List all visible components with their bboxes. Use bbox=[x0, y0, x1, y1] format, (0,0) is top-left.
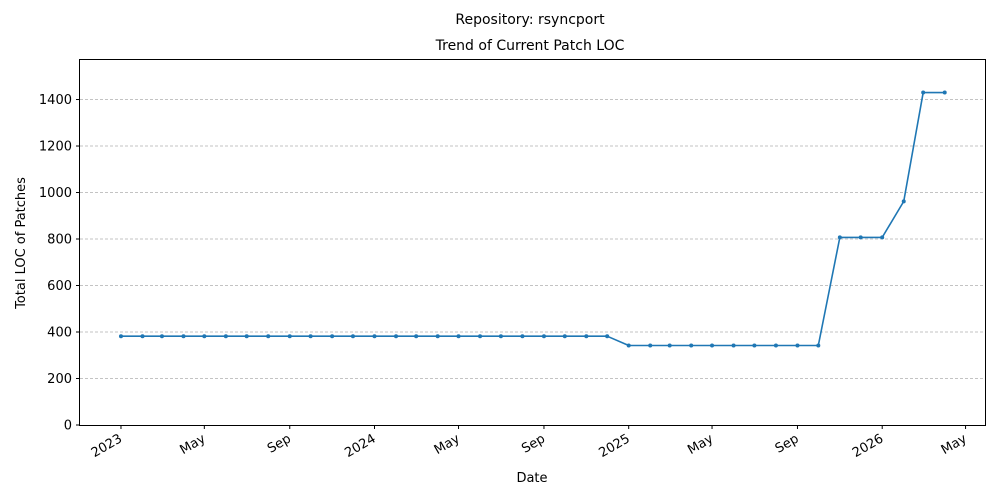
y-tick-label: 1200 bbox=[39, 140, 72, 155]
data-point bbox=[648, 343, 653, 348]
data-point bbox=[520, 334, 525, 339]
data-point bbox=[689, 343, 694, 348]
data-point bbox=[562, 334, 567, 339]
data-point bbox=[456, 334, 461, 339]
data-point bbox=[435, 334, 440, 339]
y-axis-label: Total LOC of Patches bbox=[14, 177, 29, 310]
plot-frame bbox=[79, 59, 986, 426]
data-point bbox=[287, 334, 292, 339]
x-tick-label: Sep bbox=[773, 431, 802, 456]
data-point bbox=[795, 343, 800, 348]
x-tick-label: 2023 bbox=[89, 431, 125, 461]
data-point bbox=[584, 334, 589, 339]
data-point bbox=[159, 334, 164, 339]
y-axis: 0 200 400 600 800 1000 1200 1400 bbox=[39, 93, 80, 434]
data-point bbox=[414, 334, 419, 339]
data-point bbox=[202, 334, 207, 339]
data-point bbox=[942, 90, 947, 95]
series-line-group bbox=[118, 90, 947, 348]
data-point bbox=[394, 334, 399, 339]
data-point bbox=[478, 334, 483, 339]
x-tick-label: Sep bbox=[519, 431, 548, 456]
data-point bbox=[223, 334, 228, 339]
y-tick-label: 200 bbox=[47, 372, 72, 387]
data-point bbox=[308, 334, 313, 339]
y-tick-label: 0 bbox=[64, 419, 72, 434]
gridlines bbox=[80, 99, 985, 379]
data-point bbox=[330, 334, 335, 339]
y-tick-label: 1400 bbox=[39, 93, 72, 108]
y-tick-label: 400 bbox=[47, 326, 72, 341]
x-tick-label: May bbox=[178, 431, 209, 458]
data-point bbox=[731, 343, 736, 348]
data-point bbox=[244, 334, 249, 339]
x-tick-label: 2024 bbox=[342, 431, 378, 461]
data-point bbox=[266, 334, 271, 339]
x-tick-label: Sep bbox=[265, 431, 294, 456]
chart-title-line2: Trend of Current Patch LOC bbox=[435, 38, 625, 54]
data-point bbox=[140, 334, 145, 339]
data-point bbox=[667, 343, 672, 348]
x-axis-label: Date bbox=[516, 471, 547, 486]
data-point bbox=[541, 334, 546, 339]
data-point bbox=[837, 235, 842, 240]
y-tick-label: 1000 bbox=[39, 186, 72, 201]
data-point bbox=[752, 343, 757, 348]
data-point bbox=[901, 199, 906, 204]
data-point bbox=[626, 343, 631, 348]
y-tick-label: 800 bbox=[47, 233, 72, 248]
data-point bbox=[118, 334, 123, 339]
y-tick-label: 600 bbox=[47, 279, 72, 294]
data-point bbox=[181, 334, 186, 339]
data-point bbox=[880, 235, 885, 240]
data-point bbox=[773, 343, 778, 348]
x-tick-label: May bbox=[432, 431, 463, 458]
data-point bbox=[350, 334, 355, 339]
x-axis: 2023 May Sep 2024 May Sep 2025 May Sep 2026 May bbox=[89, 425, 970, 461]
data-point bbox=[858, 235, 863, 240]
x-tick-label: May bbox=[939, 431, 970, 458]
data-point bbox=[605, 334, 610, 339]
data-point bbox=[498, 334, 503, 339]
chart-title-line1: Repository: rsyncport bbox=[455, 12, 605, 28]
data-point bbox=[816, 343, 821, 348]
x-tick-label: 2025 bbox=[597, 431, 633, 461]
data-point bbox=[921, 90, 926, 95]
x-tick-label: 2026 bbox=[850, 431, 886, 461]
series-line bbox=[120, 91, 945, 347]
data-point bbox=[372, 334, 377, 339]
data-point bbox=[710, 343, 715, 348]
x-tick-label: May bbox=[685, 431, 716, 458]
